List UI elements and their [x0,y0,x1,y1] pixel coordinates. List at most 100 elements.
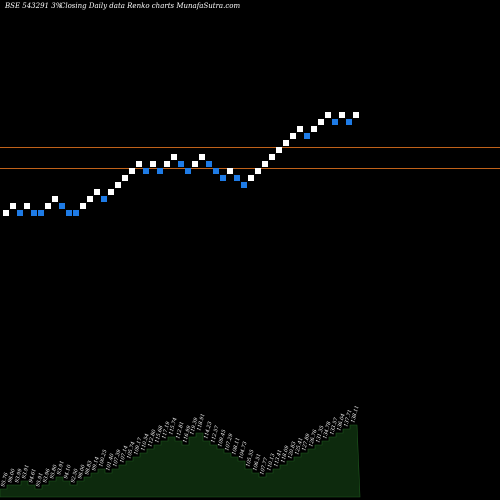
up-brick [52,196,58,202]
volume-label: 118.09 [280,444,291,463]
up-brick [24,203,30,209]
volume-label: 93.91 [56,460,66,475]
down-brick [178,161,184,167]
volume-label: 93.96 [42,467,52,483]
up-brick [80,203,86,209]
volume-label: 136.04 [336,413,346,431]
volume-label: 110.13 [266,453,276,471]
up-brick [353,112,359,118]
volume-label: 112.80 [147,428,158,447]
volume-label: 137.71 [343,409,353,427]
down-brick [346,119,352,125]
up-brick [255,168,261,174]
chart-source-subtitle: Closing Daily data Renko charts MunafaSu… [60,2,240,10]
volume-label: 107.29 [224,432,235,451]
volume-label: 95.76 [0,471,10,487]
up-brick [227,168,233,174]
volume-label: 95.91 [35,472,45,487]
volume-label: 116.99 [182,424,193,443]
up-brick [108,189,114,195]
down-brick [332,119,338,125]
volume-label: 107.14 [119,445,129,463]
volume-label: 105.55 [245,449,255,467]
up-brick [150,161,156,167]
volume-label: 110.54 [140,433,150,451]
volume-label: 99.14 [91,456,101,471]
volume-label: 109.45 [217,429,227,447]
volume-label: 117.19 [161,420,172,439]
up-brick [122,175,128,181]
volume-label: 114.23 [203,421,213,439]
up-brick [325,112,331,118]
down-brick [185,168,191,174]
up-brick [290,133,296,139]
volume-label: 96.00 [77,463,87,479]
up-brick [311,126,317,132]
up-brick [339,112,345,118]
reference-lines [0,147,500,169]
volume-label: 120.83 [287,441,297,459]
down-brick [241,182,247,188]
down-brick [234,175,240,181]
up-brick [87,196,93,202]
volume-label: 94.10 [63,463,73,479]
volume-label: 105.74 [126,441,136,459]
volume-area-fill [0,424,361,498]
volume-label: 115.68 [154,425,164,443]
down-brick [304,133,310,139]
volume-label: 113.41 [273,449,283,467]
volume-label: 127.89 [301,432,312,451]
volume-label: 112.81 [175,421,185,439]
volume-label: 115.74 [168,417,178,435]
volume-label: 95.80 [49,463,59,479]
up-brick [199,154,205,160]
up-brick [129,168,135,174]
down-brick [73,210,79,216]
volume-label: 112.57 [210,424,221,443]
volume-label: 104.73 [238,441,248,459]
up-brick [276,147,282,153]
up-brick [192,161,198,167]
up-brick [283,140,289,146]
volume-label: 101.40 [105,452,116,471]
down-brick [101,196,107,202]
up-brick [3,210,9,216]
up-brick [248,175,254,181]
up-brick [10,203,16,209]
down-brick [206,161,212,167]
down-brick [17,210,23,216]
volume-label: 106.51 [252,453,262,471]
volume-label: 119.39 [189,416,200,435]
volume-label: 109.17 [133,436,144,455]
volume-label: 93.91 [21,464,31,479]
up-brick [136,161,142,167]
volume-label: 107.77 [259,456,270,475]
volume-label: 126.76 [308,428,319,447]
up-brick [115,182,121,188]
up-brick [262,161,268,167]
up-brick [269,154,275,160]
volume-label: 92.50 [70,467,80,483]
volume-label: 131.35 [315,425,325,443]
up-brick [318,119,324,125]
chart-symbol-title: BSE 543291 3% [4,2,63,10]
down-brick [59,203,65,209]
volume-label: 118.91 [196,413,206,431]
volume-label: 100.25 [98,449,108,467]
up-brick [171,154,177,160]
down-brick [213,168,219,174]
up-brick [45,203,51,209]
volume-label: 107.39 [112,448,123,467]
up-brick [297,126,303,132]
volume-label: 108.11 [231,437,241,455]
volume-label: 94.61 [28,468,38,483]
down-brick [38,210,44,216]
down-brick [66,210,72,216]
down-brick [31,210,37,216]
volume-label: 134.78 [322,421,332,439]
up-brick [94,189,100,195]
up-brick [164,161,170,167]
down-brick [157,168,163,174]
